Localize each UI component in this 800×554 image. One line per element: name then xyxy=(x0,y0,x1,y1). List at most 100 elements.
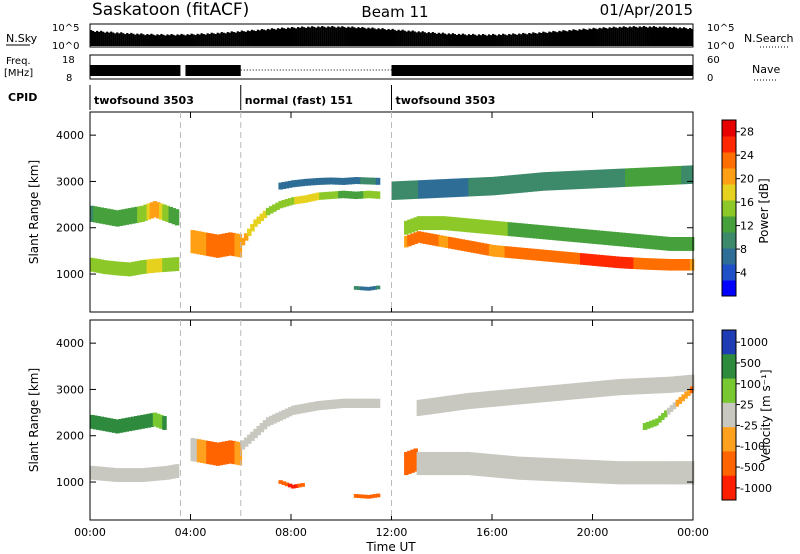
power-colorbar-label-tick: 20 xyxy=(740,173,754,186)
range-cell xyxy=(350,398,356,408)
nsky-bar xyxy=(652,26,655,46)
range-cell xyxy=(652,419,657,427)
nsky-bar xyxy=(373,28,376,46)
range-cell xyxy=(99,416,104,431)
nsky-bar xyxy=(485,35,489,46)
range-cell xyxy=(677,375,682,393)
power-colorbar-label-tick: 12 xyxy=(740,220,754,233)
range-cell xyxy=(425,398,429,415)
range-cell xyxy=(611,231,616,246)
nsky-bar xyxy=(504,34,507,46)
range-cell xyxy=(568,170,573,190)
nsky-bar xyxy=(680,28,684,46)
nsky-bar xyxy=(467,34,471,46)
nsky-bar xyxy=(94,31,97,46)
range-cell xyxy=(262,210,268,219)
range-cell xyxy=(653,377,657,394)
range-cell xyxy=(531,457,536,481)
range-cell xyxy=(459,178,463,197)
nsky-bar xyxy=(174,35,177,46)
range-cell xyxy=(582,459,586,483)
nsky-bar xyxy=(425,33,428,46)
range-cell xyxy=(426,216,431,231)
power-axes: 1000 2000 3000 4000 xyxy=(56,112,694,312)
range-cell xyxy=(284,181,290,189)
range-cell xyxy=(675,166,679,185)
range-cell xyxy=(664,376,669,394)
nsky-bar xyxy=(479,35,483,46)
range-cell xyxy=(601,169,605,188)
y-tick-label: 2000 xyxy=(56,430,84,443)
range-cell xyxy=(613,168,617,188)
nsky-bar xyxy=(620,27,623,46)
range-cell xyxy=(247,434,252,444)
range-cell xyxy=(509,175,514,194)
range-cell xyxy=(663,166,667,186)
range-cell xyxy=(108,418,114,433)
range-cell xyxy=(500,175,505,195)
range-cell xyxy=(363,190,368,199)
range-cell xyxy=(501,221,506,236)
date-title: 01/Apr/2015 xyxy=(600,1,693,19)
range-cell xyxy=(479,242,484,255)
range-cell xyxy=(291,484,296,489)
range-cell xyxy=(520,456,524,480)
range-cell xyxy=(146,413,152,428)
range-cell xyxy=(605,231,610,246)
range-cell xyxy=(527,173,531,193)
nsky-bar xyxy=(335,27,338,46)
range-cell xyxy=(579,382,583,399)
freq-block xyxy=(391,65,693,76)
nsky-bar xyxy=(558,30,561,46)
range-cell xyxy=(441,216,447,231)
range-cell xyxy=(444,216,450,231)
range-cell xyxy=(234,233,239,257)
nsky-bar xyxy=(443,33,446,46)
range-cell xyxy=(564,383,568,401)
nsky-bar xyxy=(196,33,199,46)
velocity-colorbar-label-tick: 25 xyxy=(740,399,754,412)
range-cell xyxy=(347,398,353,408)
range-cell xyxy=(118,261,123,276)
nsky-bar xyxy=(614,27,617,46)
nsky-bar xyxy=(532,32,535,46)
range-cell xyxy=(588,459,592,483)
range-cell xyxy=(649,420,654,428)
nsky-bar xyxy=(214,34,217,46)
range-cell xyxy=(492,220,497,235)
range-cell xyxy=(306,194,312,203)
nsky-bar xyxy=(395,30,398,46)
nsky-bar xyxy=(120,32,123,46)
range-cell xyxy=(661,258,667,271)
range-cell xyxy=(542,172,546,191)
range-cell xyxy=(559,171,564,190)
range-cell xyxy=(466,218,472,233)
range-cell xyxy=(504,221,510,236)
range-cell xyxy=(212,442,217,466)
range-cell xyxy=(680,375,685,392)
range-cell xyxy=(579,459,583,483)
nsky-bar xyxy=(325,27,328,46)
nsky-bar xyxy=(538,32,541,46)
nsky-bar xyxy=(128,33,131,46)
range-cell xyxy=(542,225,547,240)
nsky-trace xyxy=(90,26,694,46)
range-cell xyxy=(206,440,211,465)
range-cell xyxy=(159,466,164,481)
range-cell xyxy=(322,192,327,200)
range-cell xyxy=(496,454,500,478)
range-cell xyxy=(247,228,252,237)
range-cell xyxy=(639,257,645,270)
beam-title: Beam 11 xyxy=(361,3,428,21)
range-cell xyxy=(446,451,450,476)
range-cell xyxy=(605,255,610,268)
range-cell xyxy=(426,179,431,199)
range-cell xyxy=(240,237,246,246)
range-cell xyxy=(155,258,161,273)
range-cell xyxy=(360,286,365,291)
range-cell xyxy=(593,460,598,484)
range-cell xyxy=(369,286,375,291)
range-cell xyxy=(674,237,679,251)
range-cell xyxy=(221,441,227,465)
time-tick-label: 20:00 xyxy=(577,526,609,539)
